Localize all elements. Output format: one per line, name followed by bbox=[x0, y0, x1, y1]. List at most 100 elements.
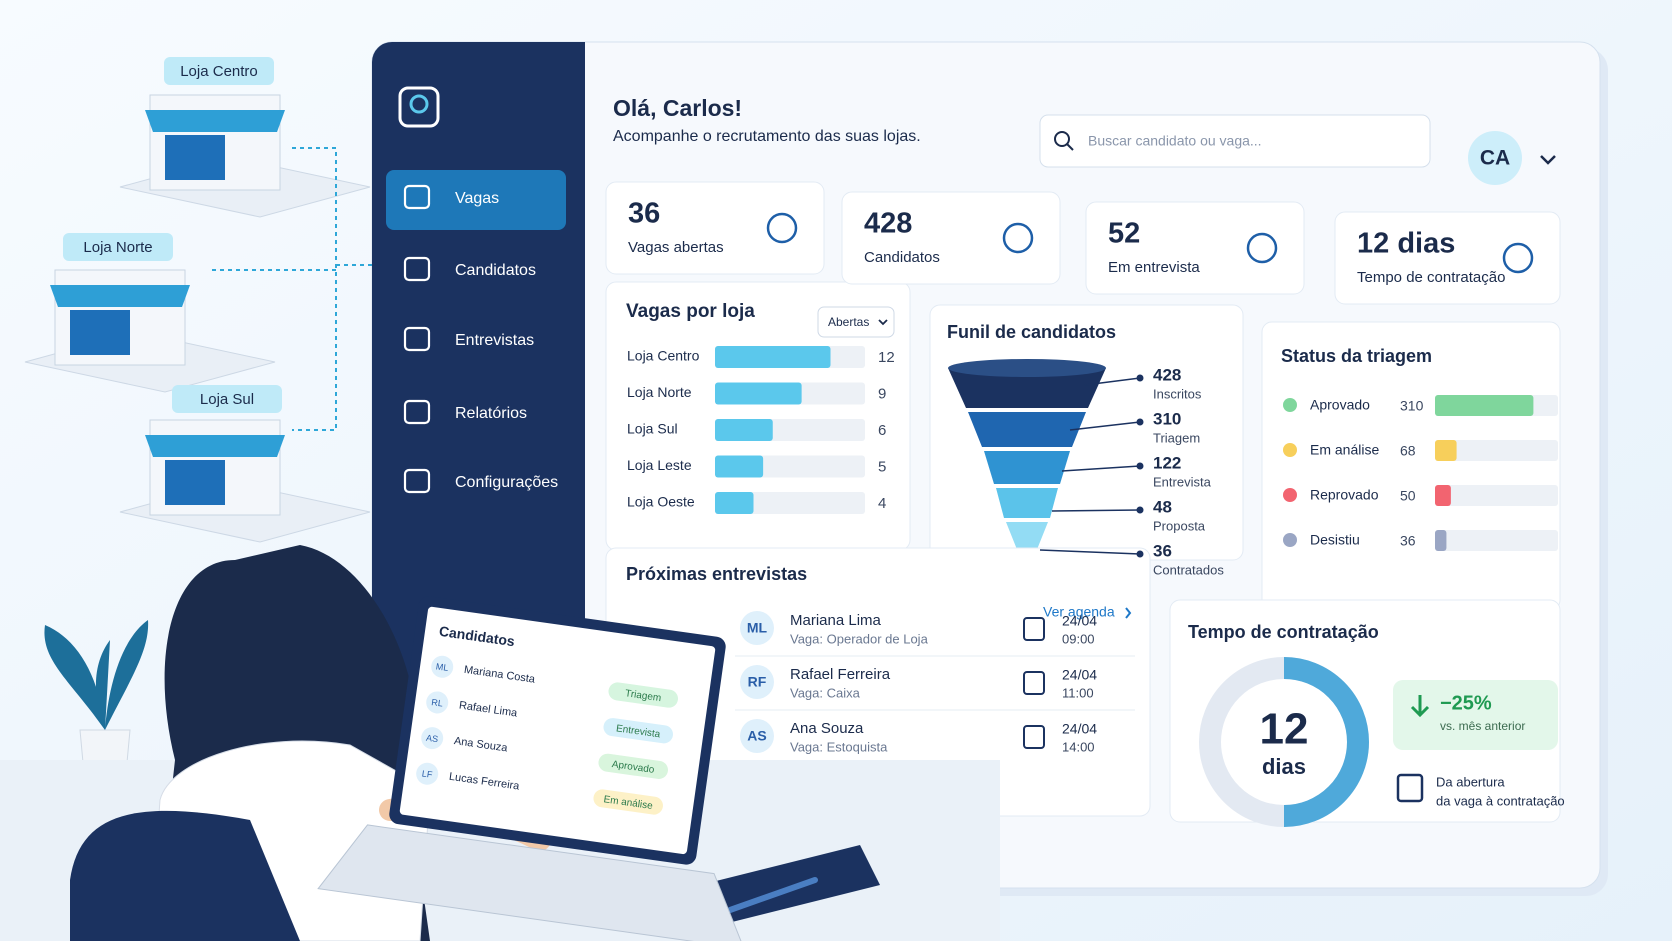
status-value: 68 bbox=[1400, 443, 1416, 459]
kpi-card bbox=[841, 191, 1061, 285]
agenda-arrow bbox=[1125, 607, 1132, 619]
store-awning bbox=[145, 435, 285, 457]
bar-value: 9 bbox=[878, 385, 886, 402]
kpi-card bbox=[605, 181, 825, 275]
nav-icon bbox=[403, 184, 431, 210]
interview-time: 11:00 bbox=[1062, 685, 1094, 700]
funnel-label: Inscritos bbox=[1153, 386, 1202, 401]
filter-label: Abertas bbox=[828, 315, 869, 329]
laptop-avatar bbox=[431, 655, 454, 678]
funnel-stage bbox=[1006, 522, 1048, 552]
tempo-title: Tempo de contratação bbox=[1188, 622, 1379, 642]
interview-avatar bbox=[740, 719, 774, 753]
funnel-top bbox=[948, 359, 1106, 377]
funnel-dot bbox=[1136, 506, 1144, 514]
funnel-dot bbox=[1136, 462, 1144, 470]
chair bbox=[70, 810, 300, 941]
stores: Loja Centro Loja Norte Loja Sul bbox=[24, 57, 371, 543]
funnel-dot bbox=[1136, 374, 1144, 382]
bar bbox=[715, 346, 831, 368]
search-icon-handle bbox=[1066, 143, 1074, 151]
store-window bbox=[165, 135, 225, 180]
nav-item[interactable]: Configurações bbox=[455, 474, 558, 491]
funnel-value: 122 bbox=[1153, 453, 1181, 472]
bar-value: 5 bbox=[878, 458, 886, 475]
nav-icon bbox=[403, 256, 431, 282]
status-value: 310 bbox=[1400, 398, 1424, 414]
status-bar bbox=[1435, 440, 1457, 461]
status-label: Aprovado bbox=[1310, 397, 1370, 413]
avatar-dropdown[interactable] bbox=[1540, 155, 1556, 165]
greeting: Olá, Carlos! bbox=[613, 95, 742, 121]
nav-item[interactable]: Entrevistas bbox=[455, 332, 534, 349]
plant-leaves bbox=[44, 620, 149, 730]
logo bbox=[398, 86, 440, 128]
kpi-value: 12 dias bbox=[1357, 228, 1455, 260]
kpi-label: Candidatos bbox=[864, 249, 940, 266]
tempo-value: 12 bbox=[1260, 705, 1309, 754]
status-value: 36 bbox=[1400, 533, 1416, 549]
tempo-note: da vaga à contratação bbox=[1436, 793, 1565, 808]
store-label: Loja Centro bbox=[180, 63, 258, 80]
nav-item[interactable]: Vagas bbox=[455, 190, 499, 207]
nav-item[interactable]: Relatórios bbox=[455, 405, 527, 422]
status-track bbox=[1435, 440, 1558, 461]
avatar[interactable] bbox=[1468, 131, 1522, 185]
funnel-dot bbox=[1136, 550, 1144, 558]
interview-calendar bbox=[1023, 617, 1045, 641]
status-track bbox=[1435, 530, 1558, 551]
interview-date: 24/04 bbox=[1062, 613, 1097, 629]
laptop-status: Triagem bbox=[624, 688, 661, 704]
kpi-label: Em entrevista bbox=[1108, 259, 1200, 276]
laptop-initials: RL bbox=[431, 697, 444, 709]
funnel-stage bbox=[968, 412, 1086, 447]
funnel-stage bbox=[948, 368, 1106, 408]
store-awning bbox=[50, 285, 190, 307]
bar bbox=[715, 382, 802, 405]
status-dot bbox=[1283, 488, 1297, 502]
kpi-card bbox=[1334, 211, 1561, 305]
entrevistas-title: Próximas entrevistas bbox=[626, 564, 807, 584]
nav-item[interactable]: Candidatos bbox=[455, 262, 536, 279]
filter-select[interactable] bbox=[817, 306, 895, 338]
donut-arc bbox=[1283, 657, 1369, 827]
store-window bbox=[70, 310, 130, 355]
funnel-connector bbox=[1084, 377, 1141, 386]
interview-avatar bbox=[740, 611, 774, 645]
funnel-label: Proposta bbox=[1153, 518, 1206, 533]
interview-time: 09:00 bbox=[1062, 631, 1095, 646]
subtitle: Acompanhe o recrutamento das suas lojas. bbox=[613, 128, 921, 145]
store-label-bg bbox=[63, 233, 173, 261]
store-label: Loja Sul bbox=[200, 391, 254, 408]
agenda-link[interactable]: Ver agenda bbox=[1043, 604, 1115, 620]
bar bbox=[715, 492, 754, 514]
kpi-card bbox=[1085, 201, 1305, 295]
funnel-connector bbox=[1039, 549, 1141, 555]
funnel-label: Entrevista bbox=[1153, 474, 1212, 489]
nav-icon bbox=[403, 399, 431, 425]
funnel-value: 428 bbox=[1153, 365, 1181, 384]
funnel bbox=[948, 359, 1106, 552]
interview-name: Mariana Lima bbox=[790, 612, 882, 629]
laptop-avatar bbox=[416, 762, 439, 785]
search-placeholder: Buscar candidato ou vaga... bbox=[1088, 133, 1262, 149]
funnel-label: Triagem bbox=[1153, 430, 1200, 445]
store-awning bbox=[145, 110, 285, 132]
interview-name: Rafael Ferreira bbox=[790, 666, 891, 683]
vagas-title: Vagas por loja bbox=[626, 301, 755, 322]
tempo-note: Da abertura bbox=[1436, 774, 1505, 789]
search-box[interactable] bbox=[1039, 114, 1431, 168]
funnel-value: 310 bbox=[1153, 409, 1181, 428]
store-label-bg bbox=[172, 385, 282, 413]
nav-icon bbox=[403, 326, 431, 352]
active-nav-bg bbox=[386, 170, 566, 230]
change-value: −25% bbox=[1440, 692, 1492, 714]
search-icon bbox=[1054, 131, 1070, 147]
bar-value: 4 bbox=[878, 495, 886, 512]
funnel-dot bbox=[1136, 418, 1144, 426]
store-row-label: Loja Centro bbox=[627, 348, 700, 364]
interview-role: Vaga: Estoquista bbox=[790, 739, 888, 754]
bar-value: 6 bbox=[878, 422, 886, 439]
laptop-screen bbox=[399, 606, 716, 855]
